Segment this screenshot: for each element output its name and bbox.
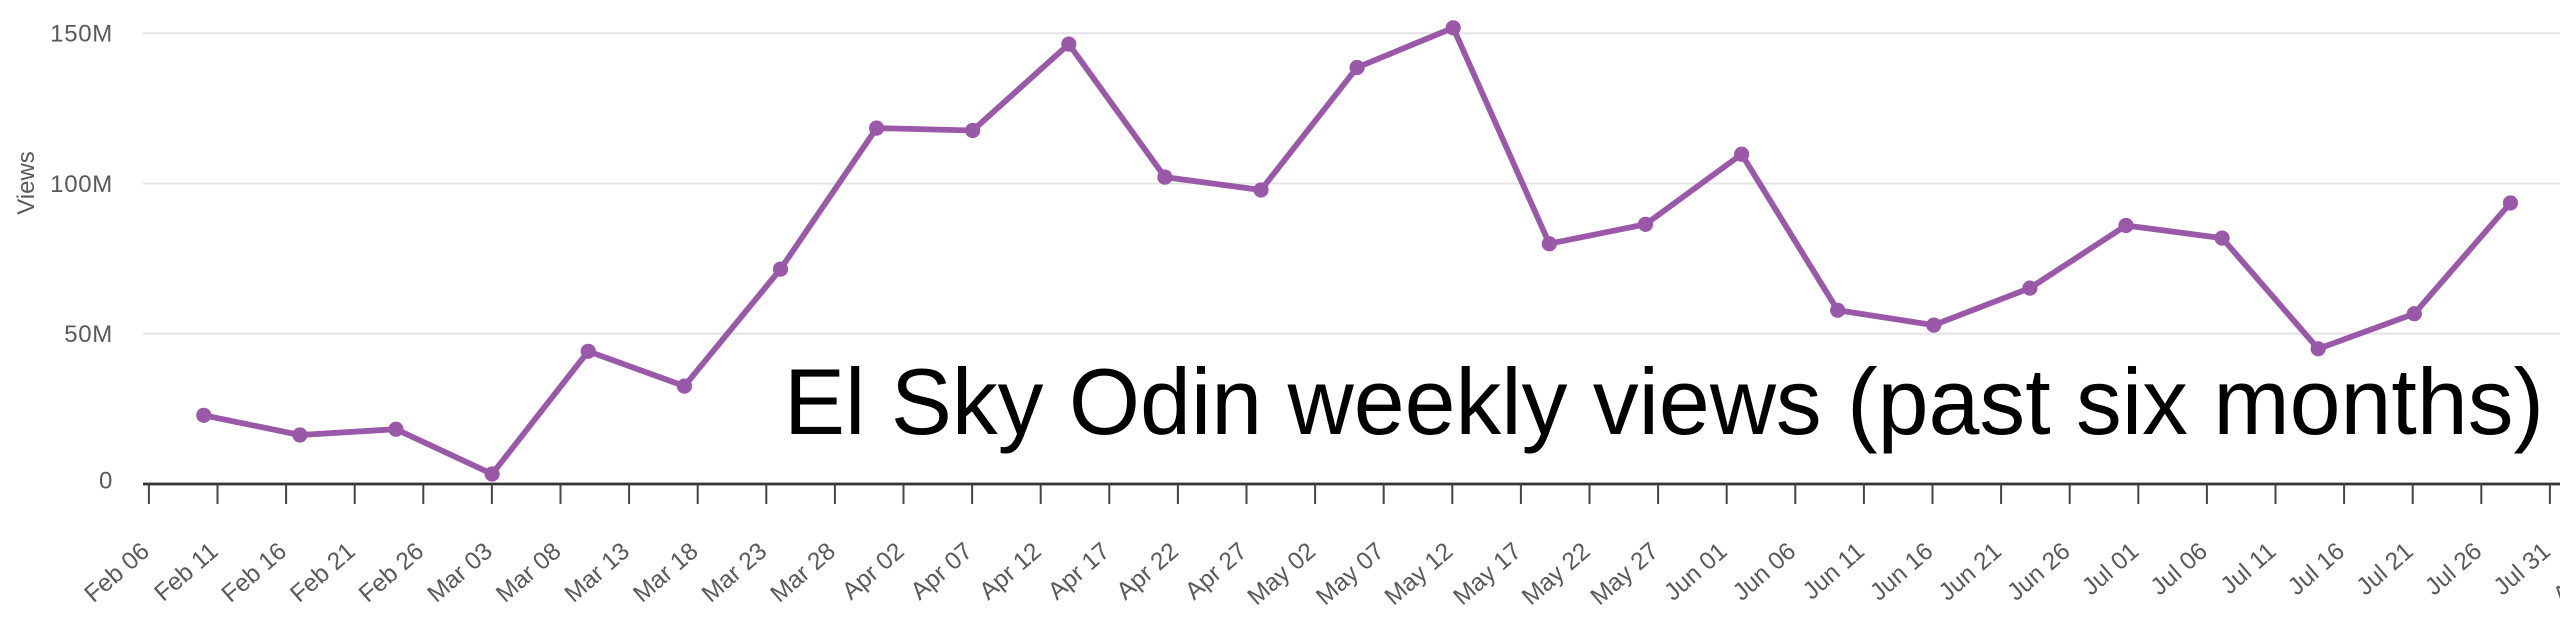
svg-text:Jun 26: Jun 26	[2002, 538, 2075, 607]
svg-text:Jul 16: Jul 16	[2283, 538, 2350, 601]
svg-text:Apr 07: Apr 07	[906, 538, 978, 606]
svg-text:Jun 21: Jun 21	[1934, 538, 2007, 607]
svg-text:Aug 05: Aug 05	[2548, 538, 2560, 609]
svg-text:Mar 08: Mar 08	[491, 538, 566, 608]
svg-text:May 22: May 22	[1517, 538, 1595, 611]
svg-text:Jul 21: Jul 21	[2352, 538, 2419, 601]
svg-text:Jun 06: Jun 06	[1728, 538, 1801, 607]
svg-text:Jul 11: Jul 11	[2216, 538, 2282, 600]
svg-text:May 07: May 07	[1311, 538, 1389, 611]
svg-text:150M: 150M	[50, 21, 113, 48]
svg-text:Jul 01: Jul 01	[2077, 538, 2144, 601]
svg-text:Feb 16: Feb 16	[217, 538, 292, 608]
svg-text:Apr 02: Apr 02	[837, 538, 909, 606]
svg-text:May 17: May 17	[1448, 538, 1526, 611]
svg-text:May 12: May 12	[1380, 538, 1458, 611]
svg-text:Views: Views	[13, 151, 40, 215]
svg-text:100M: 100M	[50, 171, 113, 198]
svg-text:Jun 01: Jun 01	[1659, 538, 1732, 607]
svg-text:Apr 17: Apr 17	[1043, 538, 1115, 606]
svg-text:Apr 22: Apr 22	[1112, 538, 1184, 606]
svg-text:Mar 18: Mar 18	[628, 538, 703, 608]
svg-text:0: 0	[99, 468, 113, 495]
svg-text:Mar 23: Mar 23	[697, 538, 772, 608]
svg-text:Jun 16: Jun 16	[1865, 538, 1938, 607]
svg-text:Apr 12: Apr 12	[974, 538, 1046, 606]
svg-text:Feb 06: Feb 06	[80, 538, 155, 608]
svg-text:Jun 11: Jun 11	[1798, 538, 1870, 605]
svg-text:Feb 11: Feb 11	[150, 538, 224, 607]
svg-text:May 27: May 27	[1586, 538, 1664, 611]
svg-text:Jul 26: Jul 26	[2420, 538, 2487, 601]
svg-text:Mar 13: Mar 13	[560, 538, 635, 608]
svg-text:50M: 50M	[64, 321, 113, 348]
svg-text:May 02: May 02	[1243, 538, 1321, 611]
svg-text:Feb 26: Feb 26	[354, 538, 429, 608]
svg-text:El Sky Odin weekly views (past: El Sky Odin weekly views (past six month…	[784, 349, 2544, 454]
svg-text:Mar 28: Mar 28	[766, 538, 841, 608]
svg-text:Mar 03: Mar 03	[423, 538, 498, 608]
svg-text:Jul 06: Jul 06	[2146, 538, 2213, 601]
svg-text:Apr 27: Apr 27	[1180, 538, 1252, 606]
svg-text:Jul 31: Jul 31	[2489, 538, 2556, 601]
svg-text:Feb 21: Feb 21	[285, 538, 360, 608]
